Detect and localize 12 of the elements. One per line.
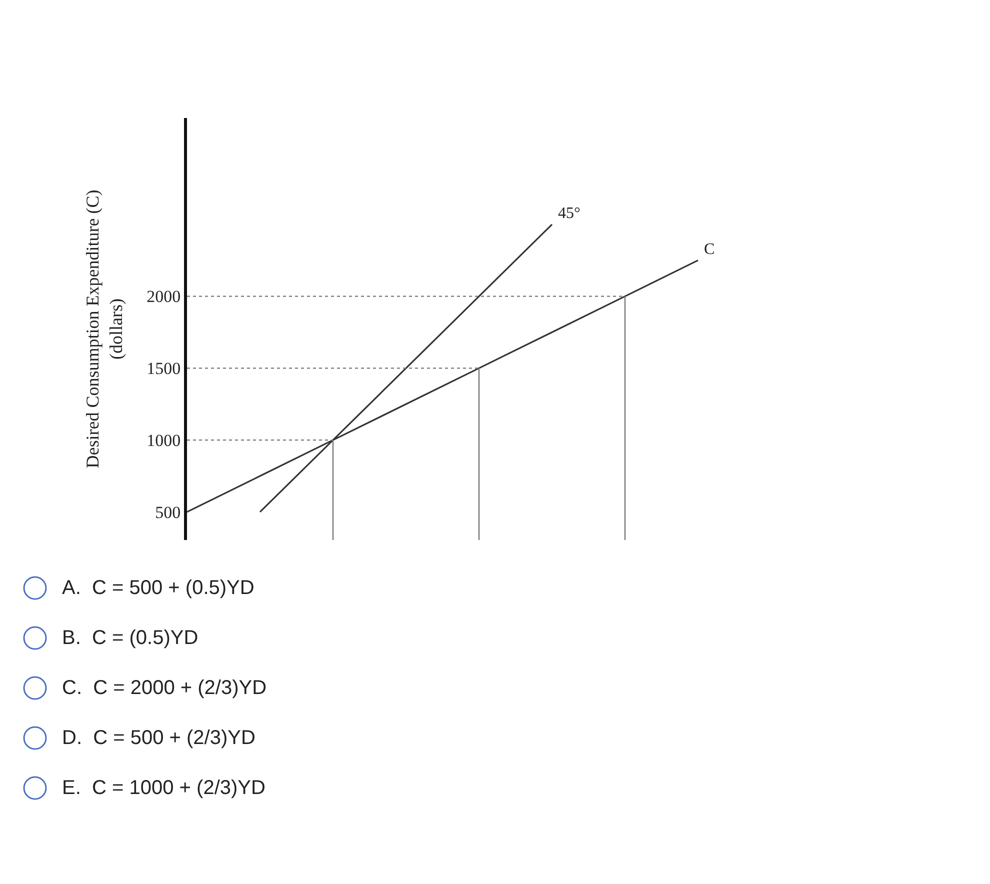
y-tick-label: 1000	[146, 431, 181, 450]
y-axis-title: Desired Consumption Expenditure (C) (dollars)	[82, 190, 126, 468]
y-tick-label: 2000	[146, 287, 181, 306]
text: B. C = (0.5)YD	[62, 627, 198, 649]
text: C. C = 2000 + (2/3)YD	[62, 677, 267, 699]
text: D. C = 500 + (2/3)YD	[62, 727, 256, 749]
series-label: C	[704, 241, 715, 258]
series-label: 45°	[558, 205, 580, 222]
text: A. C = 500 + (0.5)YD	[62, 577, 254, 599]
y-tick-label: 1500	[146, 359, 181, 378]
y-tick-label: 500	[155, 502, 181, 522]
text: E. C = 1000 + (2/3)YD	[62, 777, 266, 799]
